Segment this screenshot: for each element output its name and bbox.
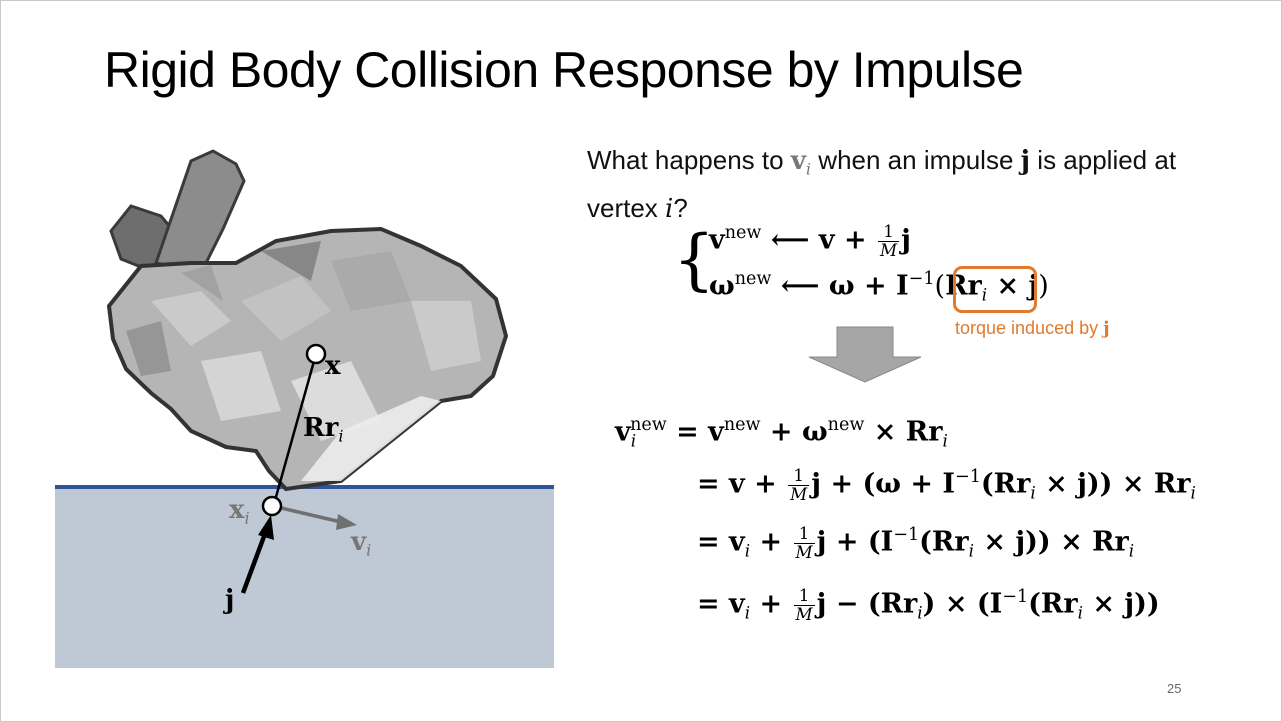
derivation-line-1: vinew = vnew + ωnew × Rri [615, 415, 948, 451]
page-number: 25 [1167, 681, 1182, 696]
label-rr-i: Rri [303, 413, 344, 446]
question-text: What happens to vi when an impulse j is … [587, 145, 1177, 224]
vi-arrow-head [336, 514, 357, 530]
center-of-mass-point [305, 343, 327, 365]
down-arrow-icon [808, 326, 922, 383]
label-x: x [325, 351, 341, 381]
vi-arrow-shaft [276, 505, 342, 524]
label-j: j [225, 585, 235, 615]
label-x-i: xi [229, 495, 250, 528]
ground-region [55, 487, 554, 668]
question-v: vi [790, 146, 812, 179]
j-arrow-shaft [240, 530, 269, 594]
rr-vector-line [272, 353, 318, 505]
slide-title: Rigid Body Collision Response by Impulse [104, 42, 1024, 98]
omega-update-rule: ωnew ⟵ ω + I−1(Rri × j) [709, 269, 1049, 305]
label-v-i: vi [351, 527, 372, 560]
j-arrow-head [258, 515, 274, 540]
vertex-point [261, 495, 283, 517]
update-brace: { [673, 221, 715, 298]
torque-label: torque induced by j [955, 318, 1110, 339]
torque-highlight-box [953, 266, 1037, 313]
